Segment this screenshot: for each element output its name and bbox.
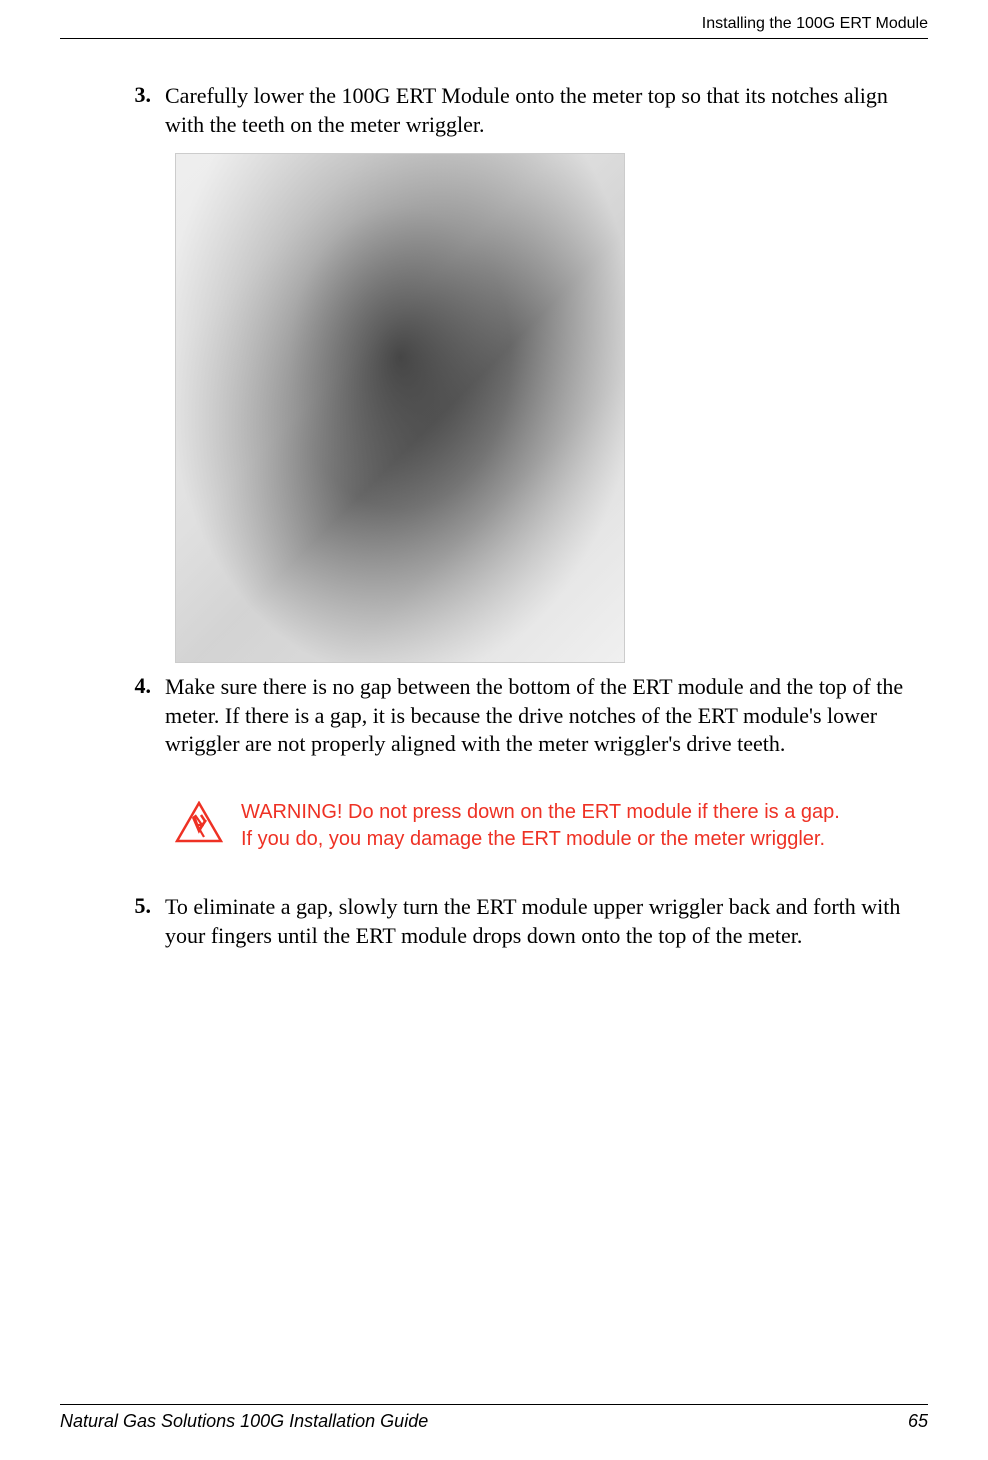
warning-text: WARNING! Do not press down on the ERT mo… bbox=[241, 799, 840, 853]
page-header-section: Installing the 100G ERT Module bbox=[702, 15, 928, 33]
page-content: 3. Carefully lower the 100G ERT Module o… bbox=[60, 82, 928, 960]
step-5: 5. To eliminate a gap, slowly turn the E… bbox=[60, 893, 928, 950]
step-3: 3. Carefully lower the 100G ERT Module o… bbox=[60, 82, 928, 139]
figure-overlay bbox=[176, 154, 624, 662]
warning-line-1: WARNING! Do not press down on the ERT mo… bbox=[241, 801, 840, 823]
warning-icon bbox=[175, 801, 223, 845]
warning-line-2: If you do, you may damage the ERT module… bbox=[241, 828, 825, 850]
footer-rule bbox=[60, 1404, 928, 1405]
footer-page-number: 65 bbox=[908, 1411, 928, 1432]
step-number: 4. bbox=[60, 673, 165, 759]
step-text: Make sure there is no gap between the bo… bbox=[165, 673, 928, 759]
figure-container bbox=[175, 153, 928, 663]
figure-photograph bbox=[175, 153, 625, 663]
header-rule bbox=[60, 38, 928, 39]
footer-doc-title: Natural Gas Solutions 100G Installation … bbox=[60, 1411, 428, 1432]
step-text: To eliminate a gap, slowly turn the ERT … bbox=[165, 893, 928, 950]
step-number: 5. bbox=[60, 893, 165, 950]
step-text: Carefully lower the 100G ERT Module onto… bbox=[165, 82, 928, 139]
step-number: 3. bbox=[60, 82, 165, 139]
warning-callout: WARNING! Do not press down on the ERT mo… bbox=[175, 799, 928, 853]
step-4: 4. Make sure there is no gap between the… bbox=[60, 673, 928, 759]
